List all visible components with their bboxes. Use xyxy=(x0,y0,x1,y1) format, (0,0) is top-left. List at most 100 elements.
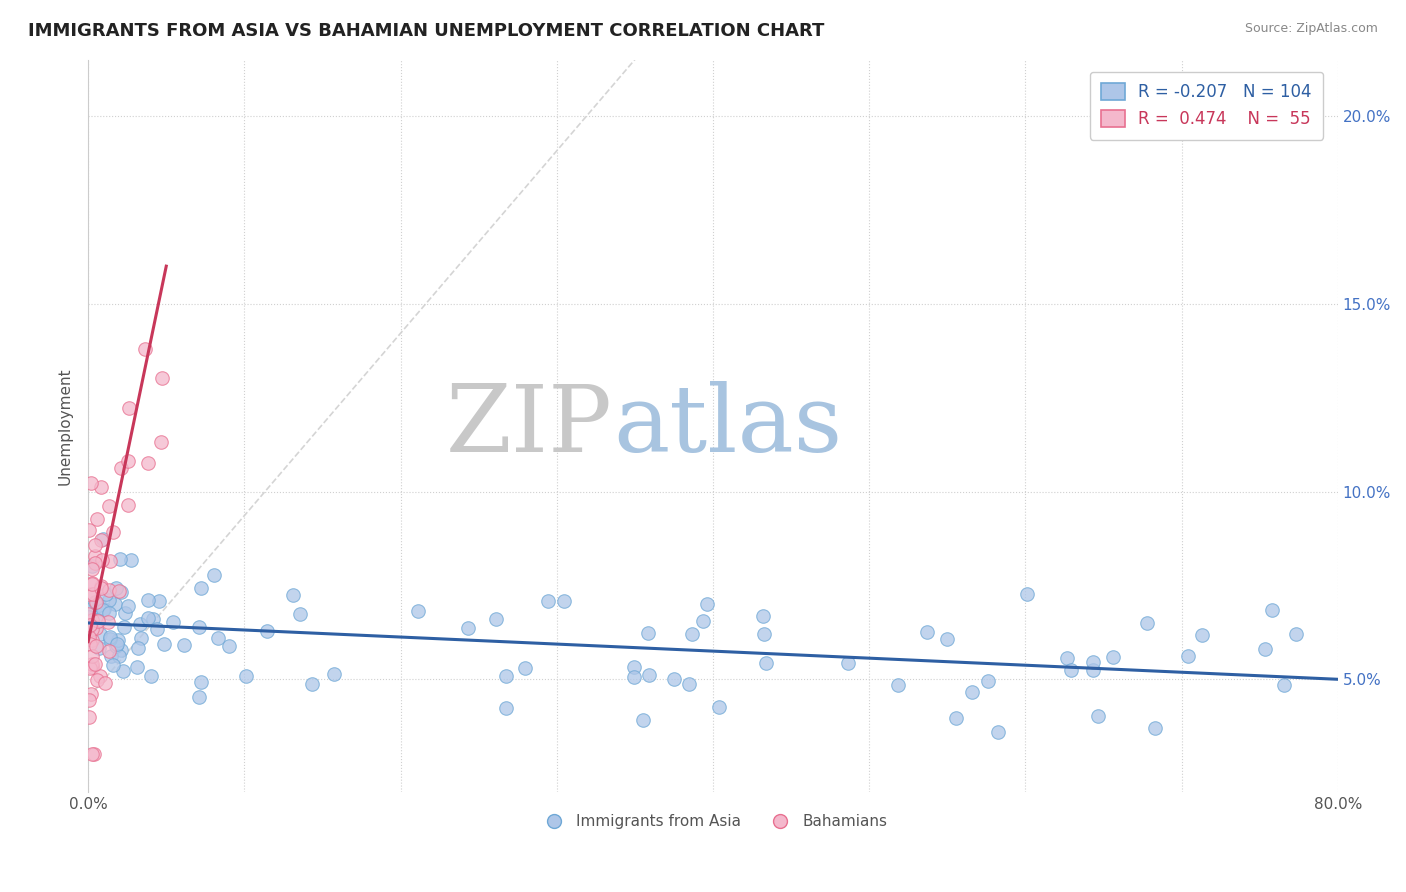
Point xyxy=(80,687,103,701)
Point xyxy=(235,669,257,683)
Text: ZIP: ZIP xyxy=(446,381,613,471)
Point xyxy=(752,626,775,640)
Point xyxy=(89,627,111,641)
Point xyxy=(86,673,108,688)
Point xyxy=(117,498,139,512)
Point xyxy=(125,660,148,674)
Point xyxy=(87,640,110,655)
Point xyxy=(134,342,156,356)
Point xyxy=(107,648,129,663)
Point xyxy=(755,656,778,670)
Point xyxy=(80,747,103,762)
Point xyxy=(935,632,957,646)
Point xyxy=(138,593,160,607)
Point xyxy=(82,576,104,591)
Point xyxy=(89,668,111,682)
Point xyxy=(77,630,100,644)
Point xyxy=(977,674,1000,689)
Point xyxy=(94,587,117,601)
Point xyxy=(80,602,103,616)
Point xyxy=(117,599,139,614)
Point xyxy=(79,661,101,675)
Point xyxy=(90,579,112,593)
Point xyxy=(288,607,311,622)
Point xyxy=(98,582,121,597)
Point xyxy=(105,581,128,595)
Point xyxy=(105,639,128,653)
Point xyxy=(127,641,149,656)
Point xyxy=(98,644,121,658)
Point xyxy=(111,664,134,678)
Point xyxy=(87,615,110,629)
Point xyxy=(1081,663,1104,677)
Point xyxy=(98,631,121,645)
Point xyxy=(301,677,323,691)
Point xyxy=(84,549,107,563)
Point xyxy=(1017,587,1039,601)
Point xyxy=(662,672,685,686)
Point xyxy=(82,562,104,576)
Point xyxy=(80,558,103,573)
Point xyxy=(84,538,107,552)
Point xyxy=(696,597,718,611)
Point xyxy=(118,401,141,416)
Point xyxy=(141,669,163,683)
Point xyxy=(79,637,101,651)
Point xyxy=(752,609,775,624)
Text: atlas: atlas xyxy=(613,381,842,471)
Point xyxy=(110,642,132,657)
Point xyxy=(77,709,100,723)
Point xyxy=(207,632,229,646)
Point xyxy=(89,480,111,494)
Point xyxy=(1177,649,1199,664)
Point xyxy=(150,435,173,450)
Point xyxy=(837,656,859,670)
Point xyxy=(681,626,703,640)
Point xyxy=(97,606,120,620)
Point xyxy=(1191,628,1213,642)
Point xyxy=(485,612,508,626)
Point xyxy=(84,556,107,570)
Point xyxy=(142,612,165,626)
Point xyxy=(86,613,108,627)
Point xyxy=(107,633,129,648)
Point xyxy=(97,615,120,629)
Point xyxy=(101,657,124,672)
Point xyxy=(107,583,129,598)
Text: IMMIGRANTS FROM ASIA VS BAHAMIAN UNEMPLOYMENT CORRELATION CHART: IMMIGRANTS FROM ASIA VS BAHAMIAN UNEMPLO… xyxy=(28,22,824,40)
Point xyxy=(1060,664,1083,678)
Point xyxy=(77,523,100,537)
Point xyxy=(90,581,112,595)
Point xyxy=(80,577,103,591)
Point xyxy=(623,670,645,684)
Point xyxy=(82,649,104,664)
Point xyxy=(631,713,654,727)
Point xyxy=(887,678,910,692)
Point xyxy=(188,690,211,704)
Point xyxy=(80,657,103,671)
Point xyxy=(1272,678,1295,692)
Point xyxy=(623,659,645,673)
Point xyxy=(97,500,120,514)
Point xyxy=(637,626,659,640)
Point xyxy=(120,553,142,567)
Point xyxy=(80,623,103,637)
Point xyxy=(678,677,700,691)
Point xyxy=(89,598,111,612)
Point xyxy=(1253,641,1275,656)
Point xyxy=(108,551,131,566)
Point xyxy=(79,586,101,600)
Y-axis label: Unemployment: Unemployment xyxy=(58,367,72,484)
Point xyxy=(114,607,136,621)
Point xyxy=(77,607,100,621)
Point xyxy=(83,747,105,762)
Point xyxy=(987,725,1010,739)
Point xyxy=(537,594,560,608)
Point xyxy=(553,594,575,608)
Point xyxy=(187,620,209,634)
Point xyxy=(110,461,132,475)
Point xyxy=(90,533,112,547)
Point xyxy=(94,675,117,690)
Point xyxy=(112,620,135,634)
Point xyxy=(1285,627,1308,641)
